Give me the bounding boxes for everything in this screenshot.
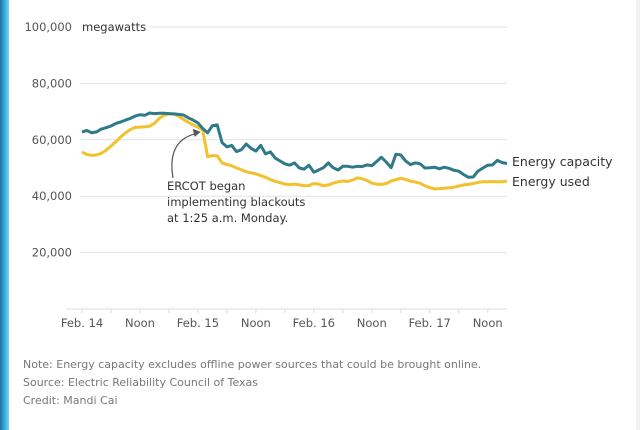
footer-credit: Credit: Mandi Cai xyxy=(23,394,118,407)
y-unit-label: megawatts xyxy=(82,20,146,34)
window-edge-bar xyxy=(0,0,9,430)
y-tick-label: 40,000 xyxy=(32,189,72,203)
annotation-line-2: implementing blackouts xyxy=(167,195,305,209)
series-group xyxy=(81,111,508,191)
legend-label-energy-used: Energy used xyxy=(512,174,590,189)
legend: Energy capacity Energy used xyxy=(512,154,613,189)
y-tick-label: 80,000 xyxy=(32,76,72,90)
footer-note: Note: Energy capacity excludes offline p… xyxy=(23,358,482,371)
x-tick-label: Feb. 15 xyxy=(177,316,219,330)
annotation-arrow xyxy=(171,133,195,179)
annotation-arrowhead xyxy=(192,128,201,137)
footer-source: Source: Electric Reliability Council of … xyxy=(23,376,258,389)
y-tick-label: 100,000 xyxy=(24,20,72,34)
y-tick-label: 60,000 xyxy=(32,133,72,147)
x-tick-label: Noon xyxy=(241,316,271,330)
chart-footer: Note: Energy capacity excludes offline p… xyxy=(23,356,481,410)
line-chart: 100,000 80,000 60,000 40,000 20,000 megawatt… xyxy=(24,20,613,330)
x-tick-label: Feb. 16 xyxy=(293,316,335,330)
x-tick-label: Noon xyxy=(473,316,503,330)
x-tick-label: Noon xyxy=(125,316,155,330)
series-line-energy-used xyxy=(81,112,508,191)
annotation-line-3: at 1:25 a.m. Monday. xyxy=(167,211,288,225)
x-tick-label: Feb. 17 xyxy=(409,316,451,330)
series-line-energy-capacity xyxy=(81,111,508,179)
annotation-line-1: ERCOT began xyxy=(167,179,245,193)
legend-label-energy-capacity: Energy capacity xyxy=(512,154,613,169)
y-axis: 100,000 80,000 60,000 40,000 20,000 xyxy=(24,20,72,260)
x-tick-label: Noon xyxy=(357,316,387,330)
gridlines xyxy=(80,26,507,254)
x-tick-label: Feb. 14 xyxy=(61,316,103,330)
y-tick-label: 20,000 xyxy=(32,246,72,260)
x-axis: Feb. 14 Noon Feb. 15 Noon Feb. 16 Noon Feb. 17… xyxy=(61,308,507,330)
annotation: ERCOT began implementing blackouts at 1:… xyxy=(167,128,305,225)
scrollbar-track xyxy=(636,0,640,430)
